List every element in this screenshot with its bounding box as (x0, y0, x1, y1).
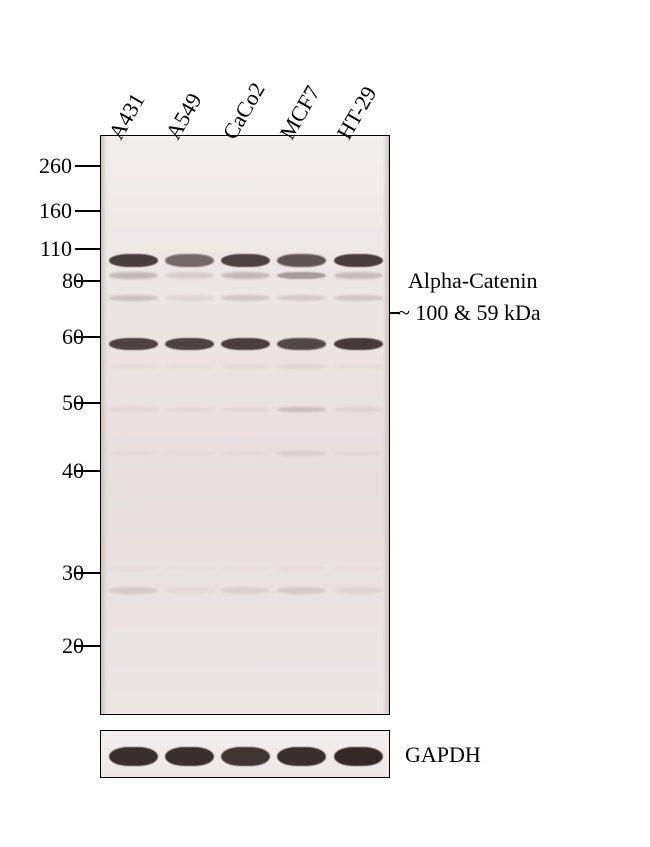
gapdh-band (277, 747, 326, 766)
band (165, 338, 214, 350)
mw-label-160: 160 (38, 198, 72, 224)
gapdh-band (221, 747, 270, 766)
band (277, 272, 326, 279)
band (165, 587, 214, 594)
mw-tick (75, 336, 100, 338)
mw-tick (75, 248, 100, 250)
mw-tick (75, 645, 100, 647)
band (109, 295, 158, 301)
band (334, 407, 383, 413)
band (109, 338, 158, 350)
band (334, 338, 383, 350)
loading-lane-mcf7 (275, 731, 328, 777)
band (165, 567, 214, 572)
mw-tick (75, 470, 100, 472)
band (109, 272, 158, 279)
band (334, 254, 383, 267)
band (277, 295, 326, 301)
band (334, 587, 383, 594)
lane-caco2 (219, 136, 272, 714)
lane-a431 (107, 136, 160, 714)
band (277, 451, 326, 456)
band (277, 587, 326, 594)
lane-mcf7 (275, 136, 328, 714)
lane-a549 (163, 136, 216, 714)
band (165, 451, 214, 456)
gapdh-band (109, 747, 158, 766)
band (277, 338, 326, 350)
main-blot (100, 135, 390, 715)
band (165, 254, 214, 267)
band (334, 567, 383, 572)
band (277, 407, 326, 413)
band (109, 254, 158, 267)
mw-tick (75, 402, 100, 404)
annot-tick (390, 312, 400, 314)
band (165, 272, 214, 279)
band (221, 364, 270, 369)
loading-lane-a549 (163, 731, 216, 777)
band (221, 338, 270, 350)
band (109, 567, 158, 572)
band (221, 567, 270, 572)
band (221, 254, 270, 267)
band (277, 364, 326, 369)
band (334, 295, 383, 301)
loading-lane-a431 (107, 731, 160, 777)
band (277, 254, 326, 267)
band (165, 407, 214, 413)
mw-tick (75, 572, 100, 574)
band (221, 272, 270, 279)
loading-lane-ht-29 (331, 731, 384, 777)
band (109, 407, 158, 413)
loading-blot (100, 730, 390, 778)
band (109, 451, 158, 456)
band (334, 451, 383, 456)
loading-lane-caco2 (219, 731, 272, 777)
mw-tick (75, 165, 100, 167)
band (334, 272, 383, 279)
band (334, 364, 383, 369)
mw-tick (75, 210, 100, 212)
band (221, 295, 270, 301)
band (221, 407, 270, 413)
band (221, 587, 270, 594)
band (221, 451, 270, 456)
mw-label-110: 110 (38, 236, 72, 262)
lane-ht-29 (331, 136, 384, 714)
band (277, 567, 326, 572)
band (165, 364, 214, 369)
gapdh-band (165, 747, 214, 766)
mw-label-260: 260 (38, 153, 72, 179)
annotation-0: Alpha-Catenin (408, 268, 538, 294)
band (109, 587, 158, 594)
gapdh-band (334, 747, 383, 766)
band (109, 364, 158, 369)
gapdh-label: GAPDH (405, 742, 481, 768)
annotation-1: ~ 100 & 59 kDa (398, 300, 541, 326)
band (165, 295, 214, 301)
mw-tick (75, 280, 100, 282)
